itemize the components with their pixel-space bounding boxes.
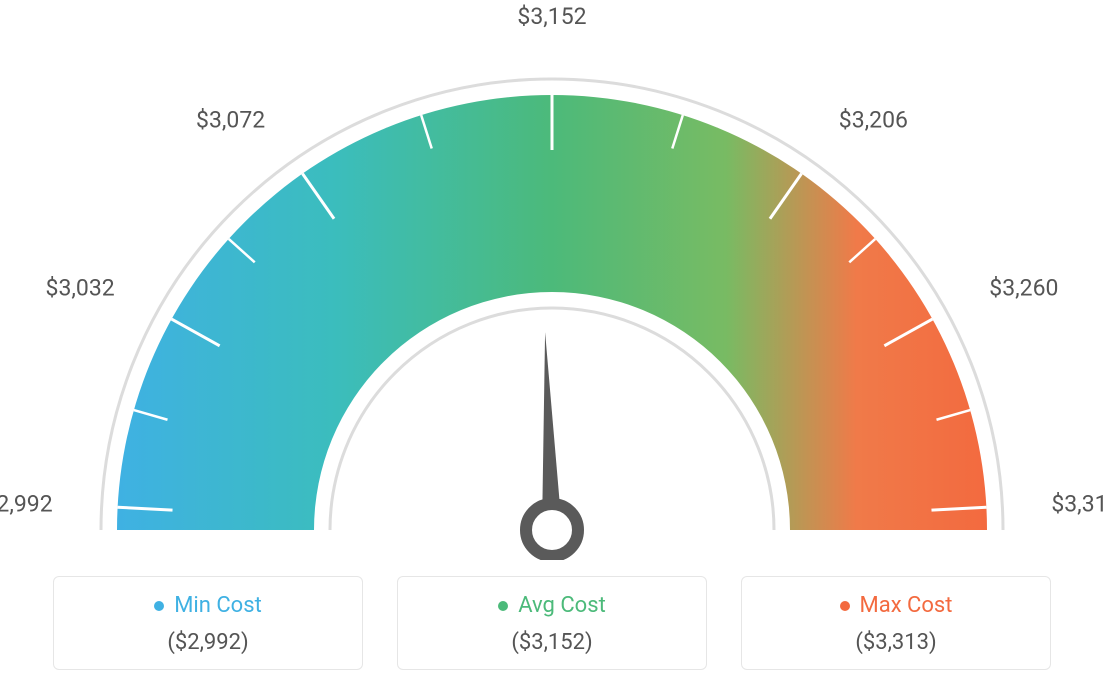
gauge-tick-label: $3,072 [196,107,265,134]
legend-card-max: Max Cost ($3,313) [741,576,1051,670]
legend-title-max: Max Cost [840,593,953,618]
legend-label-max: Max Cost [860,593,953,618]
legend-value-max: ($3,313) [752,630,1040,655]
legend-dot-avg [498,601,508,611]
gauge-tick-label: $3,152 [517,3,586,30]
gauge-chart: $2,992 $3,032 $3,072 $3,152 $3,206 $3,260 $3,3… [0,0,1104,560]
legend-title-min: Min Cost [154,593,262,618]
chart-container: $2,992 $3,032 $3,072 $3,152 $3,206 $3,260 $3,3… [0,0,1104,690]
legend-title-avg: Avg Cost [498,593,606,618]
legend-value-avg: ($3,152) [408,630,696,655]
legend-dot-max [840,601,850,611]
gauge-tick-label: $3,260 [989,274,1058,301]
gauge-tick-label: $3,032 [46,274,115,301]
legend-card-min: Min Cost ($2,992) [53,576,363,670]
gauge-tick-label: $3,206 [839,107,908,134]
legend-label-avg: Avg Cost [518,593,606,618]
legend-row: Min Cost ($2,992) Avg Cost ($3,152) Max … [0,576,1104,670]
gauge-tick-label: $3,313 [1051,490,1104,517]
gauge-tick-label: $2,992 [0,490,53,517]
legend-dot-min [154,601,164,611]
gauge-svg [0,0,1104,560]
legend-value-min: ($2,992) [64,630,352,655]
legend-card-avg: Avg Cost ($3,152) [397,576,707,670]
legend-label-min: Min Cost [174,593,262,618]
